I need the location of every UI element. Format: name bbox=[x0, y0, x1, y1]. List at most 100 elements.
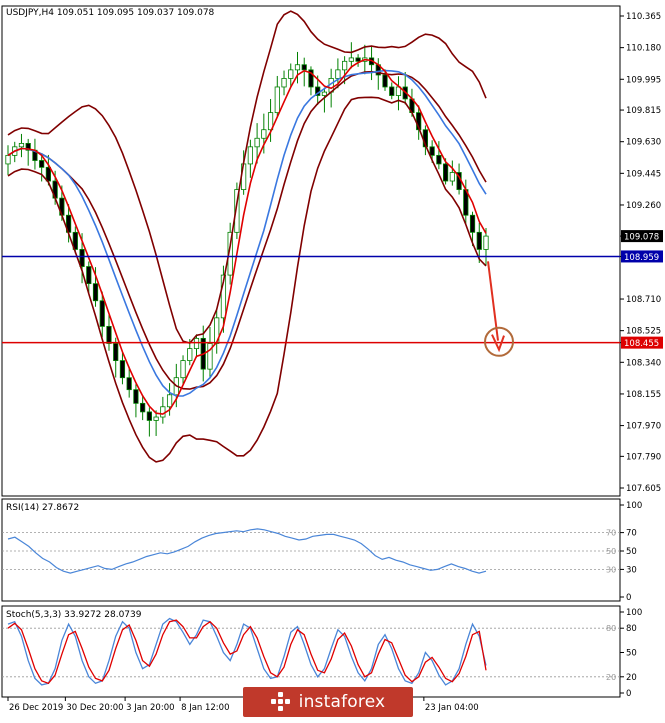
level-tag-label-11: 108.455 bbox=[624, 339, 659, 349]
bollinger-lower-line bbox=[7, 96, 487, 463]
rsi-level-label-1: 50 bbox=[606, 547, 616, 556]
candle-body-30 bbox=[207, 343, 213, 370]
candle-body-32 bbox=[220, 274, 227, 319]
candle-body-5 bbox=[39, 160, 45, 168]
x-tick-label-3: 8 Jan 12:00 bbox=[181, 703, 229, 713]
price-tick-label-9: 108.710 bbox=[626, 295, 661, 305]
candle-body-64 bbox=[436, 154, 442, 165]
price-tick-label-1: 110.180 bbox=[626, 44, 661, 54]
price-tick-label-13: 108.155 bbox=[626, 390, 661, 400]
candle-body-26 bbox=[180, 360, 186, 379]
stochastic-panel: 100 80 50 20 0 80 20 bbox=[2, 608, 642, 699]
price-tick-label-0: 110.365 bbox=[626, 12, 661, 22]
candle-body-18 bbox=[126, 377, 132, 391]
candle-body-43 bbox=[294, 64, 301, 71]
price-tick-label-14: 107.970 bbox=[626, 422, 661, 432]
candle-body-11 bbox=[79, 249, 85, 267]
rsi-panel: 100 70 50 30 0 70 50 30 bbox=[2, 501, 642, 603]
candle-body-41 bbox=[281, 78, 287, 88]
candle-body-28 bbox=[193, 337, 200, 350]
candle-body-6 bbox=[45, 166, 51, 182]
candle-body-69 bbox=[469, 214, 476, 233]
candle-body-10 bbox=[72, 231, 78, 250]
candle-body-45 bbox=[308, 69, 314, 88]
x-tick-label-0: 26 Dec 2019 bbox=[9, 703, 63, 713]
candle-body-23 bbox=[160, 406, 166, 418]
current-price-tag bbox=[621, 230, 663, 243]
candles bbox=[5, 42, 489, 437]
price-title: USDJPY,H4 109.051 109.095 109.037 109.07… bbox=[6, 8, 215, 18]
candle-body-17 bbox=[119, 360, 126, 379]
level-tag-11 bbox=[621, 336, 663, 349]
stoch-tick-label-4: 0 bbox=[626, 689, 631, 699]
price-panel: 110.365 110.180 109.995 109.815 109.630 109.4… bbox=[2, 10, 663, 494]
price-tick-label-15: 107.790 bbox=[626, 452, 661, 462]
target-circle bbox=[484, 326, 514, 357]
instaforex-logo-icon bbox=[270, 692, 291, 712]
price-tick-label-16: 107.605 bbox=[626, 484, 661, 494]
price-tick-label-10: 108.525 bbox=[626, 327, 661, 337]
instaforex-banner[interactable]: instaforex bbox=[243, 687, 413, 717]
candle-body-14 bbox=[99, 300, 105, 327]
candle-body-49 bbox=[335, 69, 341, 79]
current-price-label: 109.078 bbox=[624, 233, 659, 243]
candle-body-52 bbox=[355, 57, 361, 62]
candle-body-19 bbox=[133, 389, 139, 404]
candle-body-51 bbox=[348, 57, 354, 62]
candle-body-16 bbox=[113, 343, 119, 361]
price-tick-label-12: 108.340 bbox=[626, 358, 661, 368]
x-tick-label-4: 23 Jan 04:00 bbox=[425, 703, 479, 713]
candle-body-13 bbox=[92, 283, 99, 302]
stoch-tick-label-2: 50 bbox=[626, 649, 637, 659]
candle-body-44 bbox=[301, 64, 307, 71]
fast-ma-line bbox=[7, 58, 487, 415]
candle-body-2 bbox=[18, 143, 25, 148]
candle-body-31 bbox=[214, 317, 220, 344]
stoch-title: Stoch(5,3,3) 33.9272 28.0739 bbox=[6, 610, 142, 620]
forecast-arrow-head bbox=[491, 334, 505, 353]
candle-body-0 bbox=[5, 154, 11, 165]
rsi-tick-label-1: 70 bbox=[626, 529, 637, 539]
price-tick-label-2: 109.995 bbox=[626, 75, 661, 85]
candle-body-63 bbox=[429, 146, 435, 156]
stoch-level-label-0: 80 bbox=[606, 624, 616, 633]
stoch-main-line bbox=[7, 617, 487, 686]
candle-body-24 bbox=[166, 394, 173, 408]
candle-body-50 bbox=[342, 60, 348, 71]
rsi-line bbox=[7, 528, 487, 574]
candle-body-56 bbox=[382, 74, 388, 88]
candle-body-38 bbox=[261, 129, 267, 139]
candle-body-47 bbox=[321, 91, 328, 96]
stoch-signal-line bbox=[7, 619, 487, 685]
bollinger-upper-line bbox=[7, 10, 487, 345]
stoch-level-label-1: 20 bbox=[606, 673, 616, 682]
level-tag-8 bbox=[621, 250, 663, 263]
price-tick-label-5: 109.445 bbox=[626, 169, 661, 179]
price-tick-label-4: 109.630 bbox=[626, 138, 661, 148]
rsi-tick-label-4: 0 bbox=[626, 593, 631, 603]
level-tag-label-8: 108.959 bbox=[624, 253, 659, 263]
stoch-tick-label-0: 100 bbox=[626, 608, 642, 618]
candle-body-37 bbox=[254, 137, 260, 148]
x-axis: 26 Dec 2019 30 Dec 20:00 3 Jan 20:00 8 Jan … bbox=[7, 697, 479, 713]
stoch-tick-label-1: 80 bbox=[626, 624, 637, 634]
rsi-level-label-2: 30 bbox=[606, 565, 616, 574]
rsi-title: RSI(14) 27.8672 bbox=[6, 503, 79, 513]
rsi-tick-label-2: 50 bbox=[626, 547, 637, 557]
candle-body-70 bbox=[476, 231, 482, 250]
candle-body-36 bbox=[247, 146, 253, 165]
candle-body-57 bbox=[389, 86, 395, 96]
slow-ma-line bbox=[7, 69, 487, 397]
candle-body-3 bbox=[25, 143, 31, 151]
candle-body-34 bbox=[234, 189, 240, 233]
x-tick-label-2: 3 Jan 20:00 bbox=[126, 703, 174, 713]
candle-body-15 bbox=[106, 325, 112, 344]
instaforex-brand-text: instaforex bbox=[298, 692, 386, 712]
candle-body-40 bbox=[274, 86, 280, 114]
candle-body-21 bbox=[146, 411, 152, 421]
panel-frame-1 bbox=[1, 498, 621, 602]
panel-frames bbox=[1, 5, 621, 698]
candle-body-71 bbox=[483, 235, 489, 250]
stoch-tick-label-3: 20 bbox=[626, 673, 637, 683]
